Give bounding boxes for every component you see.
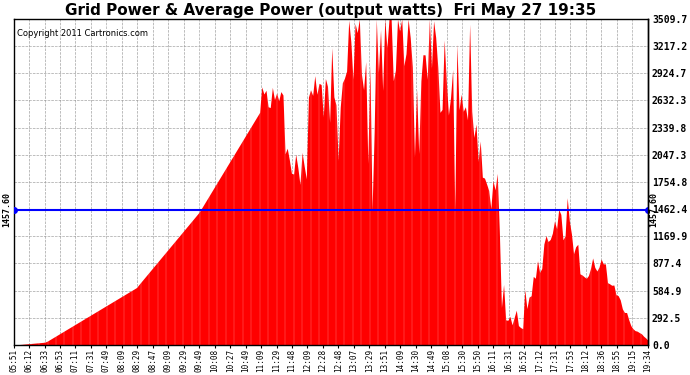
Title: Grid Power & Average Power (output watts)  Fri May 27 19:35: Grid Power & Average Power (output watts… — [65, 3, 596, 18]
Text: 1457.60: 1457.60 — [649, 192, 658, 227]
Text: 1457.60: 1457.60 — [3, 192, 12, 227]
Text: Copyright 2011 Cartronics.com: Copyright 2011 Cartronics.com — [17, 29, 148, 38]
